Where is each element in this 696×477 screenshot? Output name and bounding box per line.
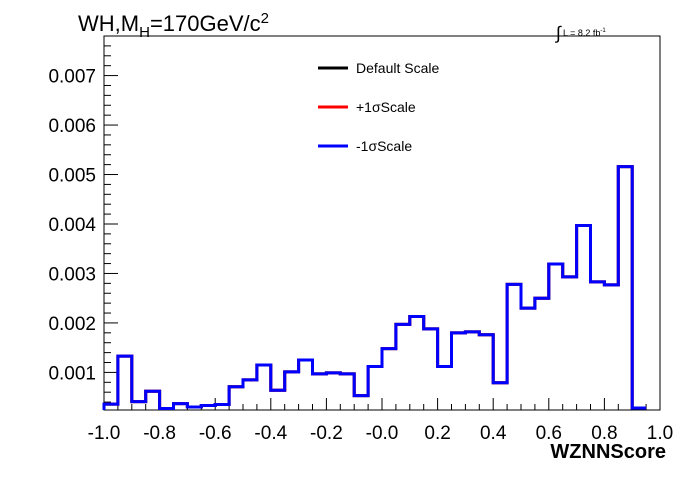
title-prefix: WH,M [78,11,140,36]
y-tick-label: 0.001 [48,363,96,384]
y-tick-label: 0.007 [48,67,96,88]
title-subscript: H [139,24,150,41]
chart-title: WH,MH=170GeV/c2 [78,10,269,41]
luminosity-label: ∫ L = 8.2 fb-1 [556,20,606,43]
series-line-2 [102,165,647,411]
title-suffix: =170GeV/c [149,11,261,36]
y-tick-label: 0.005 [48,166,96,187]
x-tick-label: 1.0 [647,423,673,444]
x-tick-label: 0.6 [536,423,562,444]
x-tick-label: -0.6 [199,423,232,444]
x-tick-label: -0.2 [310,423,343,444]
x-tick-label: 0.8 [591,423,617,444]
x-tick-label: 0.4 [480,423,507,444]
x-axis-label: WZNNScore [550,441,666,463]
legend-label: -1σScale [356,138,412,154]
luminosity-superscript: -1 [600,28,606,34]
legend-label: +1σScale [356,99,416,115]
luminosity-text: L = 8.2 fb [562,28,601,38]
x-tick-label: 0.2 [424,423,450,444]
x-tick-label: -1.0 [88,423,121,444]
y-tick-label: 0.006 [48,116,96,137]
y-tick-label: 0.004 [48,215,96,236]
x-tick-label: -0.4 [254,423,287,444]
x-tick-label: -0.0 [366,423,399,444]
x-tick-label: -0.8 [143,423,176,444]
series-line-0 [102,165,647,411]
title-superscript: 2 [260,10,269,27]
series-line-1 [102,165,647,411]
y-tick-label: 0.003 [48,264,96,285]
legend-label: Default Scale [356,60,439,76]
y-tick-label: 0.002 [48,314,96,335]
integral-symbol: ∫ [556,23,561,43]
